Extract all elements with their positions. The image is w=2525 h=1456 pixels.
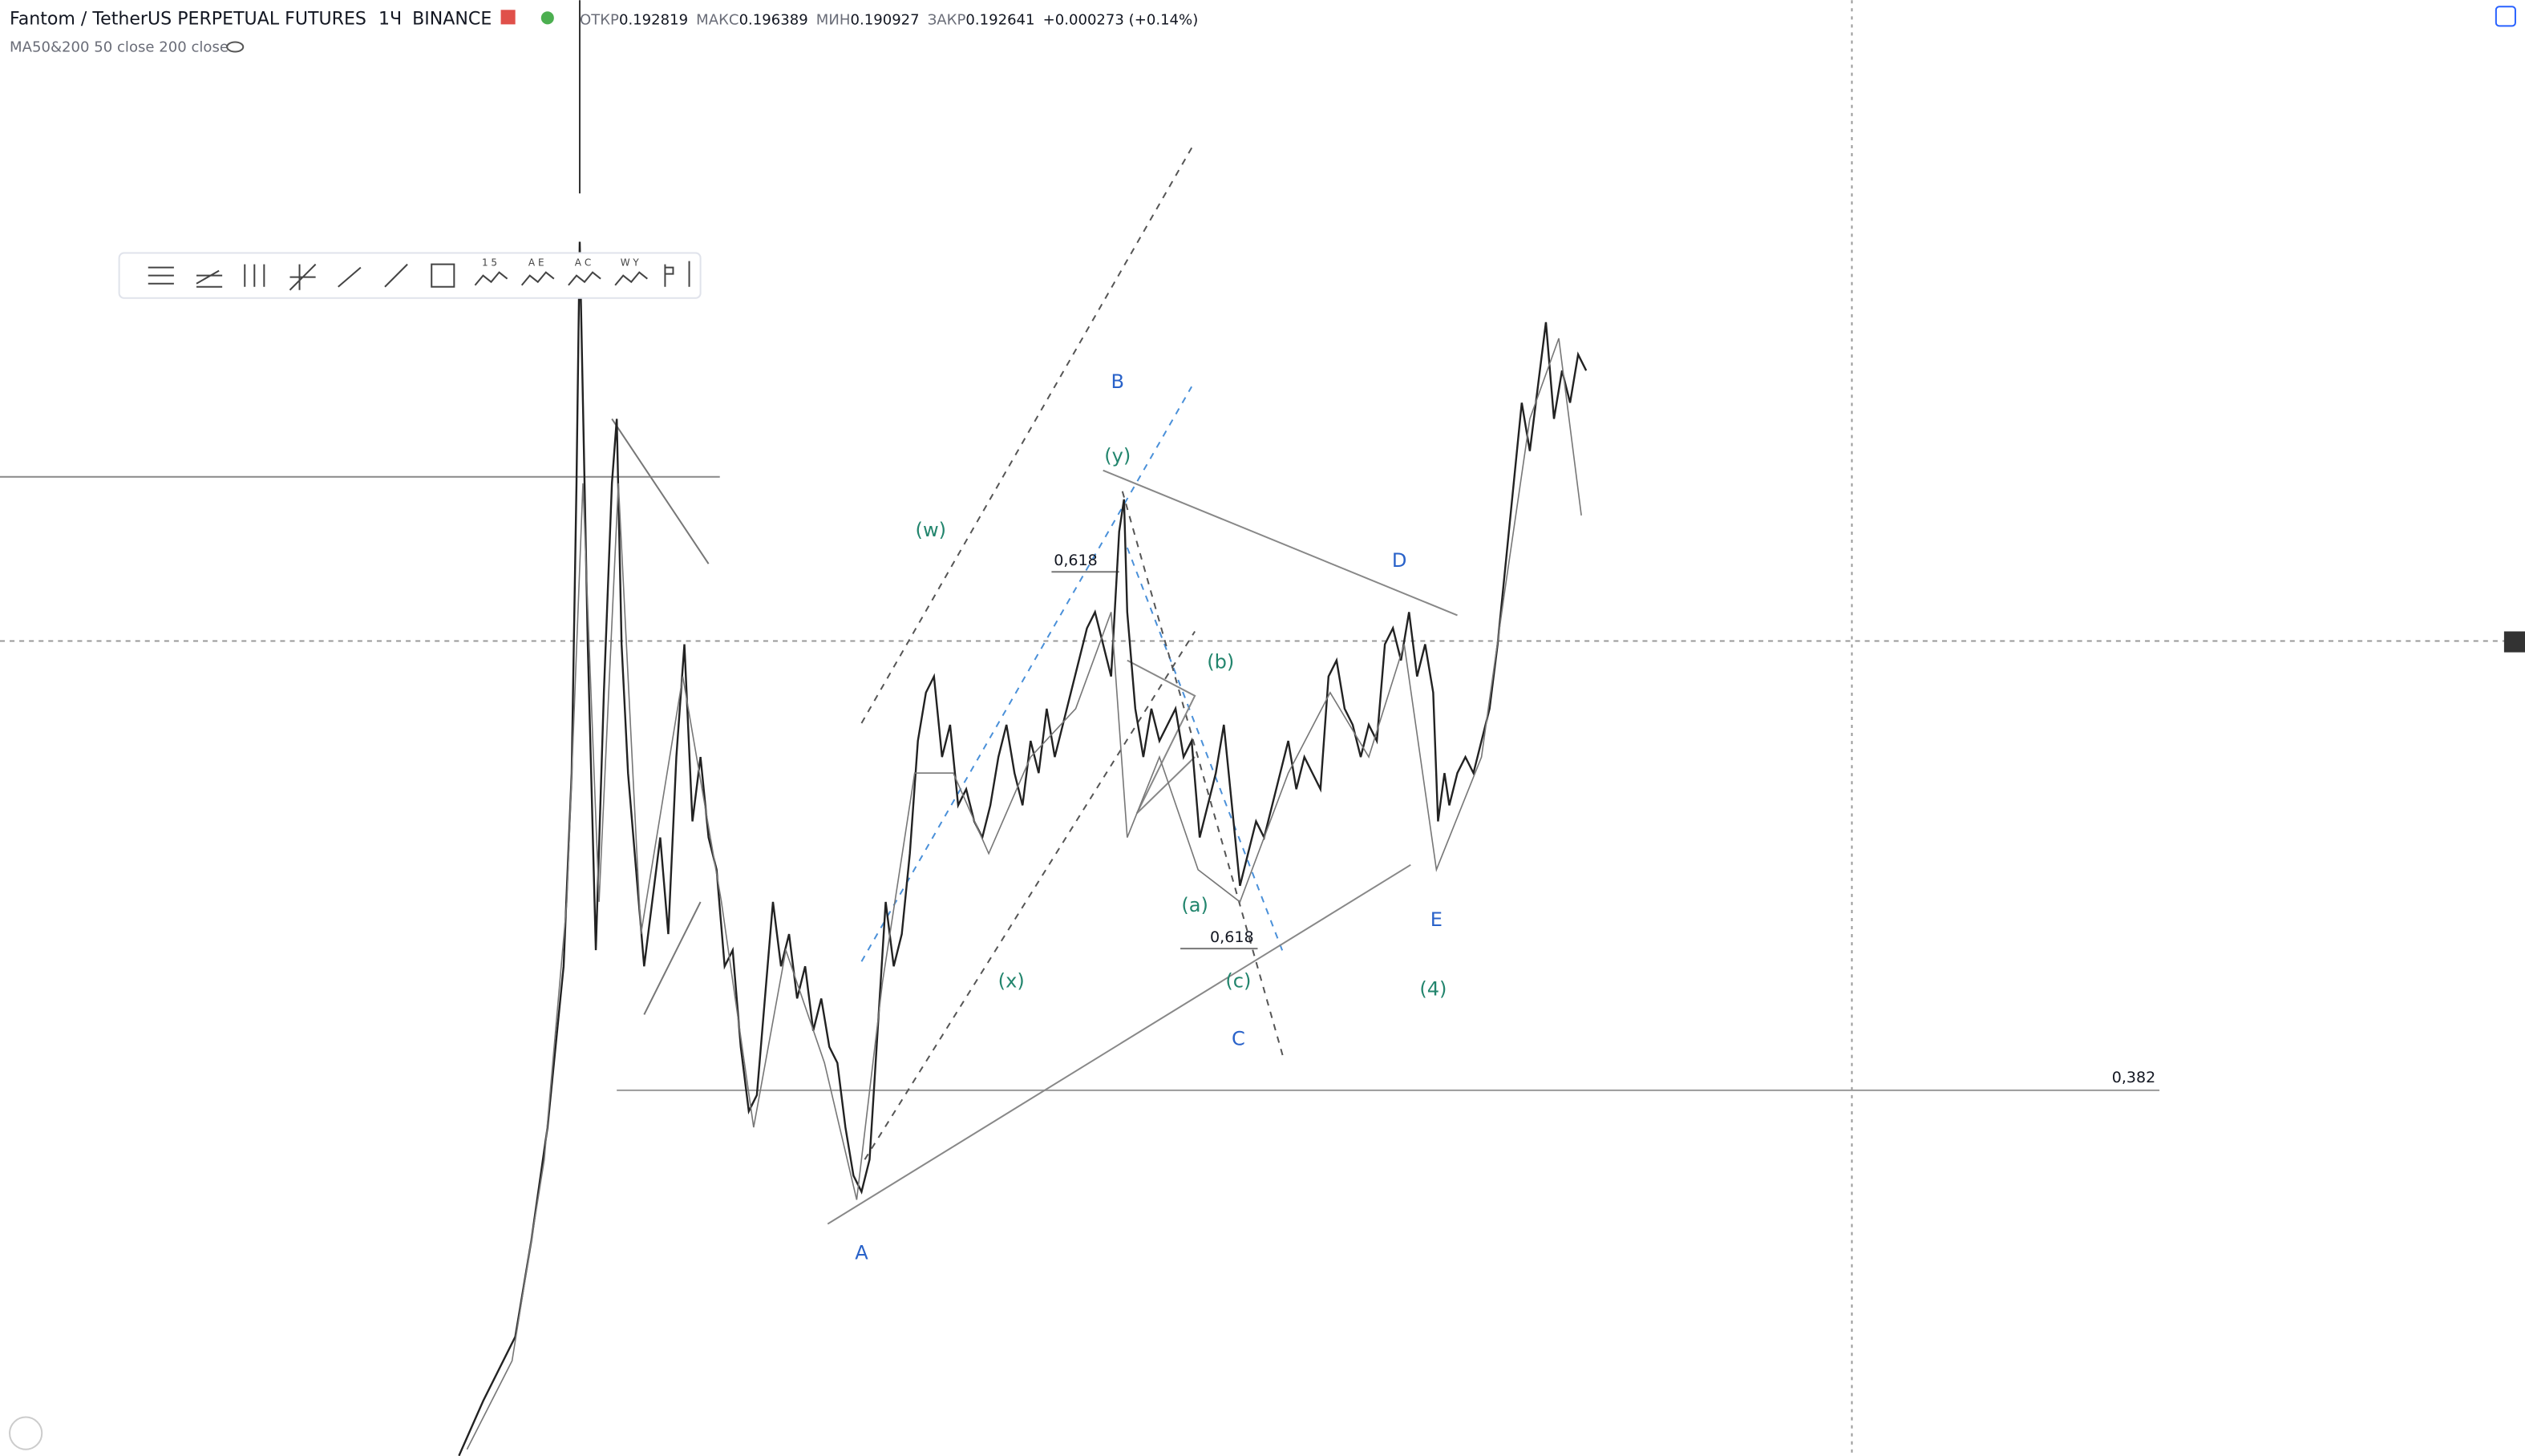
tool-measure[interactable] xyxy=(664,261,690,287)
flag-icon[interactable] xyxy=(500,10,516,25)
tool-wave[interactable] xyxy=(474,271,508,286)
wave-label: D xyxy=(1392,549,1407,572)
wave-label: (b) xyxy=(1207,651,1234,673)
trend-line xyxy=(611,418,710,564)
tool-wave[interactable] xyxy=(614,271,648,286)
triangle-line xyxy=(827,863,1411,1225)
ohlc-value: 0.196389 xyxy=(739,11,808,28)
ohlc-label: МИН xyxy=(816,11,851,28)
wave-label: A xyxy=(855,1242,868,1264)
status-dot xyxy=(540,11,554,25)
wave-label: (4) xyxy=(1419,977,1447,1000)
visibility-icon[interactable] xyxy=(226,41,245,53)
wave-label: (y) xyxy=(1104,445,1131,467)
wave-label: (a) xyxy=(1181,894,1208,916)
ohlc-value: 0.192641 xyxy=(965,11,1034,28)
channel-line xyxy=(1126,547,1285,954)
ohlc-change: +0.000273 (+0.14%) xyxy=(1043,11,1199,28)
toolbar-label: W Y xyxy=(621,257,640,269)
fib-label: 0,382 xyxy=(2112,1069,2156,1086)
channel-line xyxy=(860,144,1195,724)
top-right-button[interactable] xyxy=(2495,6,2516,27)
tool-wave[interactable] xyxy=(520,271,555,286)
tool-line[interactable] xyxy=(384,263,408,288)
indicator: MA50&200 50 close 200 close xyxy=(10,39,229,56)
tool-wave[interactable] xyxy=(568,271,601,286)
ohlc-label: ОТКР xyxy=(580,11,619,28)
tool-path[interactable] xyxy=(338,266,362,288)
wave-label: (c) xyxy=(1225,969,1251,992)
toolbar-icons xyxy=(148,261,690,291)
channel-line xyxy=(1121,491,1285,1058)
channel-line xyxy=(864,630,1196,1160)
price-sketch xyxy=(466,338,1582,1450)
fib-label: 0,618 xyxy=(1054,552,1098,569)
exchange: BINANCE xyxy=(412,8,492,29)
wave-label: B xyxy=(1111,370,1124,393)
ohlc-values: ОТКР 0.192819 МАКС 0.196389 МИН 0.190927 ЗАКР 0… xyxy=(580,11,1198,28)
symbol: Fantom / TetherUS PERPETUAL FUTURES xyxy=(10,8,366,29)
wave-label: E xyxy=(1430,908,1443,931)
trend-line xyxy=(643,901,702,1015)
price-plus-button[interactable] xyxy=(2503,631,2525,653)
trend-line xyxy=(1127,659,1196,815)
price-sketch xyxy=(458,241,1588,1456)
triangle-line xyxy=(1103,469,1458,617)
tool-fib[interactable] xyxy=(148,266,174,285)
fib-label: 0,618 xyxy=(1210,928,1254,946)
tool-rect[interactable] xyxy=(431,263,455,288)
ohlc-label: ЗАКР xyxy=(928,11,966,28)
wave-label: (w) xyxy=(916,519,946,541)
toolbar-label: A E xyxy=(528,257,544,269)
wave-label: (x) xyxy=(998,969,1025,992)
tool-fib-ext[interactable] xyxy=(196,269,223,288)
ohlc-label: МАКС xyxy=(696,11,738,28)
logo-button[interactable] xyxy=(9,1416,43,1450)
tool-gann[interactable] xyxy=(289,263,317,291)
toolbar-label: A C xyxy=(575,257,591,269)
wave-label: C xyxy=(1232,1028,1245,1050)
ohlc-value: 0.190927 xyxy=(850,11,919,28)
tool-fib-channel[interactable] xyxy=(244,264,265,287)
interval: 1Ч xyxy=(378,8,402,29)
toolbar-label: 1 5 xyxy=(482,257,497,269)
ohlc-value: 0.192819 xyxy=(619,11,688,28)
